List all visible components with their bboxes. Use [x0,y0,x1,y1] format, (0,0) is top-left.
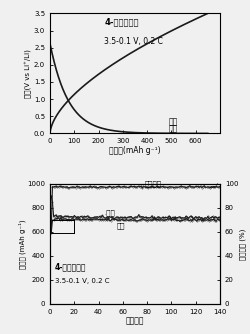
Text: 放电: 放电 [117,222,125,229]
X-axis label: 循环次数: 循环次数 [126,316,144,325]
Text: 3.5-0.1 V, 0.2 C: 3.5-0.1 V, 0.2 C [104,37,163,46]
Text: 库伦效率: 库伦效率 [145,181,162,187]
Y-axis label: 电压(V vs Li⁺/Li): 电压(V vs Li⁺/Li) [25,49,32,98]
X-axis label: 比容量(mAh g⁻¹): 比容量(mAh g⁻¹) [109,146,161,155]
Text: 放电: 放电 [169,125,178,134]
Y-axis label: 比容量 (mAh g⁻¹): 比容量 (mAh g⁻¹) [18,219,26,269]
Text: .充电: .充电 [105,209,116,216]
Text: 4-硕基馔酸菁: 4-硕基馔酸菁 [55,262,86,271]
Text: 3.5-0.1 V, 0.2 C: 3.5-0.1 V, 0.2 C [55,278,110,284]
Y-axis label: 库伦效率 (%): 库伦效率 (%) [240,228,246,260]
Text: 4-硕基馔酸菁: 4-硕基馔酸菁 [104,17,139,26]
Text: 充电: 充电 [169,118,178,127]
